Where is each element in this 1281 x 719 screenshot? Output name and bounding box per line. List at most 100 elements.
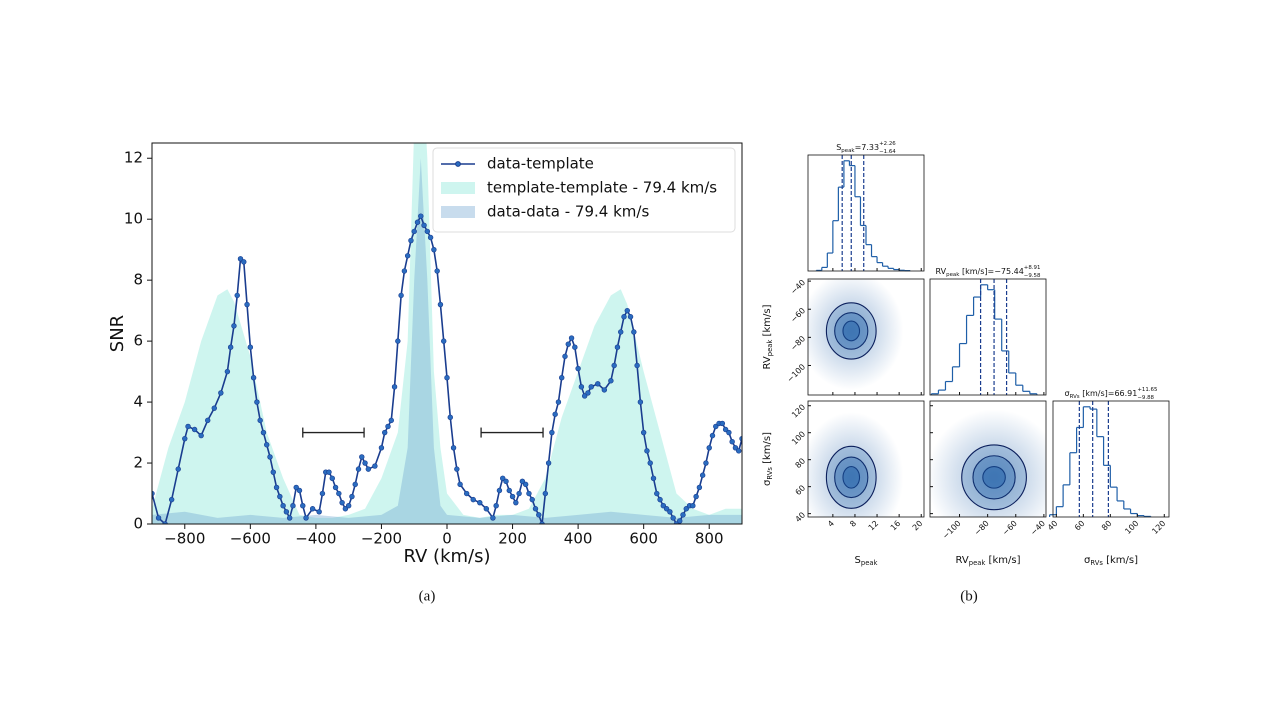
y-tick-label: 12 (124, 149, 143, 167)
point (241, 259, 247, 265)
point (182, 435, 188, 442)
point (680, 512, 686, 518)
contour (842, 465, 861, 489)
point (500, 475, 506, 481)
y-tick-label: 6 (133, 332, 143, 350)
contour (825, 302, 877, 360)
point (391, 384, 398, 390)
hist-title: Speak=7.33+2.26 −1.64 (836, 141, 896, 155)
hist-title-part: peak (841, 148, 855, 154)
point (441, 338, 447, 344)
point (349, 493, 355, 500)
point (595, 381, 601, 387)
point (732, 445, 739, 451)
point (447, 414, 453, 421)
point (339, 499, 345, 506)
point (273, 484, 280, 491)
point (588, 384, 594, 390)
point (277, 493, 283, 500)
point (683, 506, 689, 512)
x-axis-label-part: RVs (1090, 559, 1103, 567)
point (726, 429, 732, 436)
y-axis-label: σRVs [km/s] (762, 432, 774, 486)
point (218, 390, 224, 396)
point (319, 490, 326, 497)
contour (972, 455, 1016, 500)
hist-edge (930, 284, 1038, 395)
hist-title-part: +11.65 (1137, 387, 1157, 393)
hist-title-part: −9.58 (1024, 273, 1041, 279)
point (421, 222, 427, 228)
point (424, 228, 431, 235)
point (454, 466, 460, 472)
point (290, 503, 296, 509)
point (506, 487, 512, 494)
point (565, 341, 571, 347)
hist-title-part: −9.88 (1137, 395, 1154, 401)
hist-title-part: = (987, 267, 994, 276)
point (175, 466, 181, 472)
x-tick-label: −200 (361, 530, 402, 548)
point (250, 374, 257, 381)
hist-title-part: [km/s] (959, 267, 987, 276)
point (260, 429, 267, 436)
point (660, 503, 667, 509)
point (572, 344, 578, 350)
legend-patch (441, 182, 475, 194)
point (205, 417, 211, 424)
plot-area (152, 143, 742, 524)
hist-title: σRVs [km/s]=66.91+11.65 −9.88 (1065, 387, 1158, 401)
point (624, 307, 630, 314)
point (300, 503, 306, 509)
x-tick-label: −800 (164, 530, 205, 548)
point (490, 515, 496, 521)
panel (808, 279, 904, 390)
y-axis-label: SNR (107, 315, 128, 352)
point (247, 344, 254, 350)
point (395, 338, 401, 344)
point (568, 335, 575, 341)
y-axis-label-part: [km/s] (762, 432, 773, 467)
point (699, 472, 706, 478)
point (670, 515, 676, 521)
point (267, 454, 273, 460)
x-axis-label-part: σ (1084, 555, 1091, 566)
point (431, 246, 437, 253)
point (254, 399, 260, 405)
point (667, 509, 673, 515)
point (362, 460, 368, 466)
point (536, 512, 542, 518)
point (562, 353, 568, 360)
point (578, 384, 585, 390)
density-cloud (808, 279, 904, 390)
x-tick-label: −600 (230, 530, 271, 548)
point (450, 445, 457, 451)
x-axis-label-part: RV (956, 555, 969, 566)
point (280, 503, 286, 509)
panel (808, 412, 904, 517)
point (365, 466, 372, 472)
point (696, 484, 703, 491)
point (303, 515, 309, 521)
point (516, 490, 522, 497)
point (522, 481, 529, 488)
hist-title-part: 7.33 (861, 143, 879, 152)
contour (834, 312, 869, 350)
point (549, 429, 555, 436)
hist-edge (1049, 406, 1152, 517)
x-tick-label: −400 (295, 530, 336, 548)
x-tick-label: 800 (695, 530, 724, 548)
x-axis-label: Speak (855, 555, 878, 567)
point (585, 390, 591, 396)
y-tick-label: 2 (133, 454, 143, 472)
x-axis-label: RVpeak [km/s] (956, 555, 1021, 567)
x-tick-label: 200 (498, 530, 527, 548)
point (677, 518, 683, 524)
contour (825, 445, 877, 509)
point (627, 314, 634, 320)
x-axis-label: RV (km/s) (403, 546, 490, 567)
point (736, 448, 742, 454)
point (270, 469, 276, 475)
